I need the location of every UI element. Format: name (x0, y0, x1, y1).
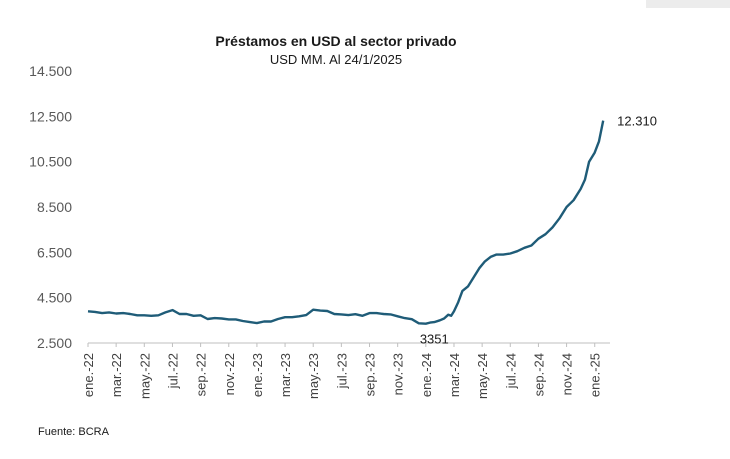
x-tick-label: jul.-23 (334, 353, 349, 389)
x-tick-label: ene.-22 (81, 353, 96, 397)
x-tick-label: jul.-24 (503, 353, 518, 389)
x-tick-label: mar.-24 (447, 353, 462, 397)
x-tick-label: mar.-23 (278, 353, 293, 397)
data-label: 3351 (420, 332, 449, 347)
x-tick-label: ene.-24 (419, 353, 434, 397)
y-tick-label: 4.500 (37, 290, 72, 306)
chart-title: Préstamos en USD al sector privado (215, 33, 457, 49)
source-note: Fuente: BCRA (38, 426, 109, 438)
corner-panel (646, 0, 730, 8)
x-tick-label: sep.-23 (363, 353, 378, 396)
x-tick-label: nov.-22 (222, 353, 237, 395)
y-tick-label: 12.500 (29, 108, 72, 124)
x-tick-label: ene.-23 (250, 353, 265, 397)
x-tick-label: may.-24 (475, 353, 490, 399)
x-tick-label: ene.-25 (588, 353, 603, 397)
x-tick-label: sep.-24 (531, 353, 546, 396)
x-tick-label: may.-22 (137, 353, 152, 399)
x-tick-label: nov.-24 (560, 353, 575, 395)
y-tick-label: 2.500 (37, 335, 72, 351)
y-tick-label: 14.500 (29, 63, 72, 79)
x-tick-label: mar.-22 (109, 353, 124, 397)
chart-subtitle: USD MM. Al 24/1/2025 (269, 52, 403, 67)
series-line (87, 120, 605, 325)
y-tick-label: 6.500 (37, 244, 72, 260)
y-tick-label: 10.500 (29, 154, 72, 170)
x-tick-label: nov.-23 (391, 353, 406, 395)
data-label: 12.310 (617, 114, 657, 129)
x-tick-label: sep.-22 (194, 353, 209, 396)
y-tick-label: 8.500 (37, 199, 72, 215)
x-tick-label: jul.-22 (165, 353, 180, 389)
x-tick-label: may.-23 (306, 353, 321, 399)
